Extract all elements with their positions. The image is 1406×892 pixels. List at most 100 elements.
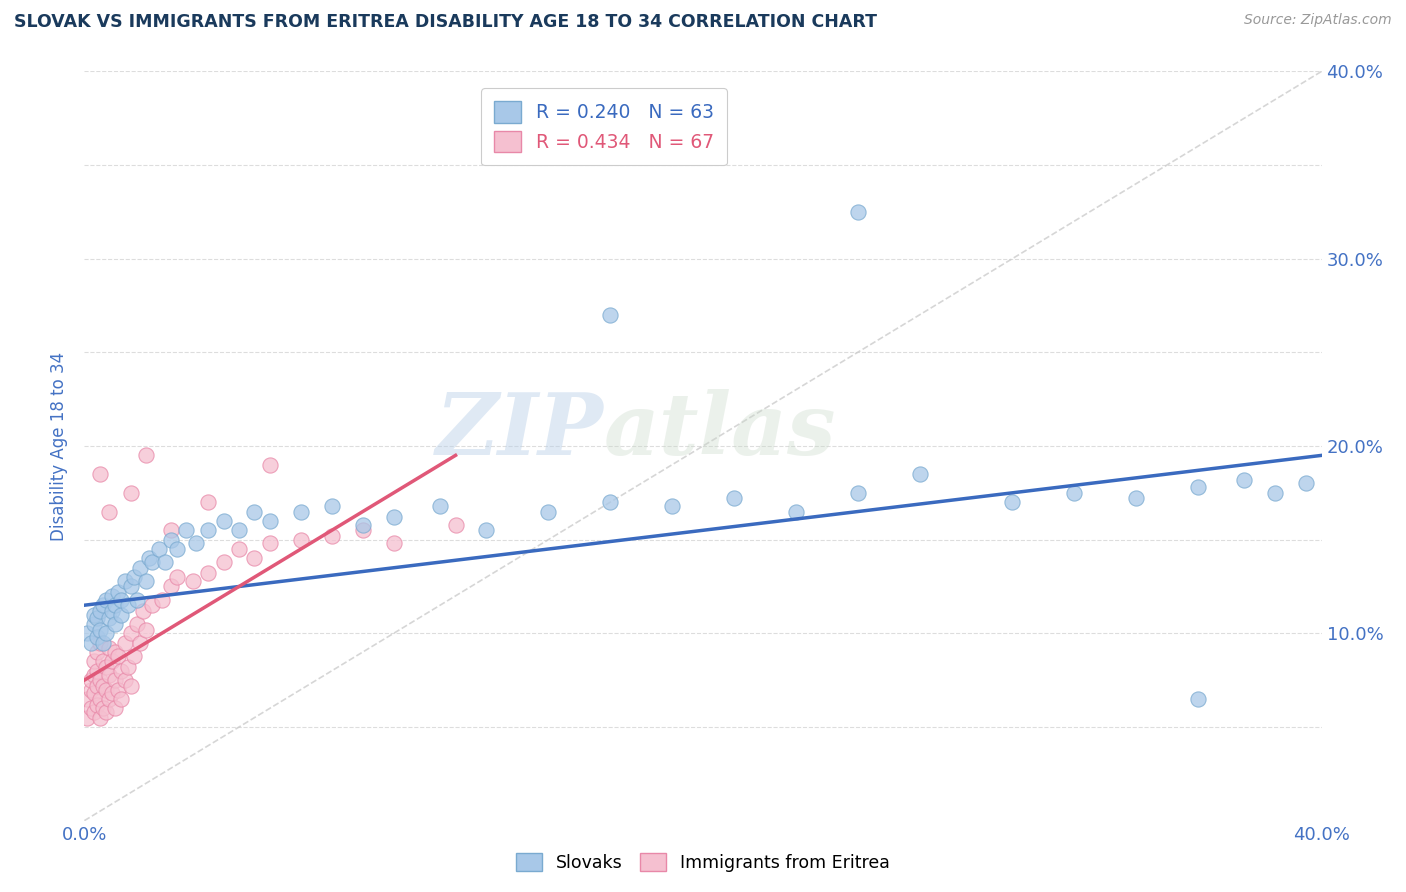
Point [91, 679, 114, 693]
Point [104, 599, 127, 613]
Point [83, 655, 105, 669]
Point [114, 635, 136, 649]
Point [129, 635, 152, 649]
Point [104, 673, 127, 688]
Point [89, 673, 111, 688]
Point [135, 449, 157, 463]
Point [86, 611, 108, 625]
Point [138, 551, 160, 566]
Point [723, 491, 745, 506]
Point [83, 686, 105, 700]
Text: atlas: atlas [605, 389, 837, 473]
Point [107, 648, 129, 663]
Point [120, 626, 142, 640]
Point [98, 641, 121, 656]
Point [1187, 480, 1209, 494]
Point [1125, 491, 1147, 506]
Point [160, 533, 183, 547]
Point [212, 555, 235, 569]
Point [101, 686, 124, 700]
Point [444, 517, 467, 532]
Point [135, 623, 157, 637]
Point [120, 580, 142, 594]
Point [83, 705, 105, 719]
Point [132, 604, 155, 618]
Point [429, 499, 451, 513]
Point [846, 486, 869, 500]
Point [114, 673, 136, 688]
Point [94, 705, 117, 719]
Point [141, 599, 163, 613]
Point [148, 542, 170, 557]
Point [661, 499, 683, 513]
Point [141, 555, 163, 569]
Point [104, 617, 127, 632]
Point [86, 630, 108, 644]
Point [110, 592, 132, 607]
Point [117, 599, 139, 613]
Point [86, 645, 108, 659]
Point [259, 514, 281, 528]
Point [166, 542, 188, 557]
Point [79, 635, 101, 649]
Text: ZIP: ZIP [436, 389, 605, 473]
Point [76, 626, 98, 640]
Point [89, 604, 111, 618]
Point [83, 667, 105, 681]
Point [197, 566, 219, 581]
Point [150, 592, 173, 607]
Point [110, 664, 132, 678]
Point [352, 517, 374, 532]
Point [110, 607, 132, 622]
Point [104, 645, 127, 659]
Point [94, 626, 117, 640]
Point [1264, 486, 1286, 500]
Point [89, 692, 111, 706]
Point [89, 467, 111, 482]
Point [104, 701, 127, 715]
Point [91, 655, 114, 669]
Point [160, 524, 183, 538]
Y-axis label: Disability Age 18 to 34: Disability Age 18 to 34 [51, 351, 69, 541]
Point [86, 664, 108, 678]
Point [382, 536, 405, 550]
Point [98, 692, 121, 706]
Point [91, 599, 114, 613]
Point [176, 524, 198, 538]
Point [107, 585, 129, 599]
Point [599, 308, 621, 322]
Point [86, 679, 108, 693]
Point [1233, 473, 1256, 487]
Point [908, 467, 931, 482]
Point [122, 570, 145, 584]
Point [83, 617, 105, 632]
Point [76, 710, 98, 724]
Point [321, 499, 343, 513]
Point [259, 536, 281, 550]
Point [98, 611, 121, 625]
Point [98, 667, 121, 681]
Point [475, 524, 498, 538]
Point [785, 505, 807, 519]
Point [94, 682, 117, 697]
Point [321, 529, 343, 543]
Point [107, 682, 129, 697]
Point [94, 592, 117, 607]
Point [94, 660, 117, 674]
Point [122, 648, 145, 663]
Point [117, 660, 139, 674]
Point [98, 505, 121, 519]
Point [101, 589, 124, 603]
Point [846, 205, 869, 219]
Point [114, 574, 136, 588]
Point [76, 692, 98, 706]
Point [129, 561, 152, 575]
Point [184, 536, 207, 550]
Point [197, 495, 219, 509]
Point [243, 551, 266, 566]
Point [89, 623, 111, 637]
Point [166, 570, 188, 584]
Point [79, 682, 101, 697]
Point [181, 574, 204, 588]
Point [290, 533, 312, 547]
